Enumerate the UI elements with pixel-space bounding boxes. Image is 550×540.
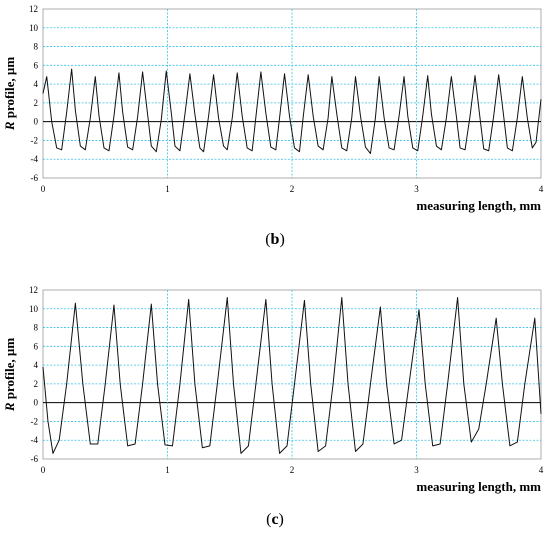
y-tick-label: -4	[31, 154, 39, 164]
x-tick-label: 3	[414, 465, 419, 475]
x-tick-label: 0	[41, 184, 46, 194]
x-axis-label: measuring length, mm	[416, 479, 541, 494]
x-tick-label: 1	[165, 465, 170, 475]
y-tick-label: 8	[34, 323, 39, 333]
y-tick-label: 2	[34, 379, 39, 389]
y-tick-label: 0	[34, 117, 39, 127]
y-axis-label-text: profile, µm	[2, 57, 17, 122]
y-tick-label: 2	[34, 98, 39, 108]
y-tick-label: 6	[34, 60, 39, 70]
y-axis-label: R profile, µm	[2, 338, 17, 413]
r-profile-series-line	[42, 68, 542, 155]
x-tick-label: 2	[290, 184, 295, 194]
x-tick-label: 1	[165, 184, 170, 194]
x-tick-label: 4	[539, 465, 544, 475]
caption-close-paren: )	[279, 231, 284, 248]
y-axis-label-italic: R	[2, 121, 17, 131]
panel-caption: (c)	[266, 511, 284, 528]
y-tick-label: -2	[31, 135, 39, 145]
y-tick-label: 6	[34, 341, 39, 351]
caption-letter: b	[271, 231, 280, 248]
caption-open-paren: (	[266, 511, 271, 528]
caption-letter: c	[271, 511, 278, 528]
r-profile-series-line	[42, 297, 542, 454]
y-axis-label-text: profile, µm	[2, 338, 17, 403]
caption-open-paren: (	[265, 231, 270, 248]
y-tick-label: 12	[29, 4, 38, 14]
y-axis-label-italic: R	[2, 402, 17, 412]
y-tick-label: -4	[31, 435, 39, 445]
panel-caption: (b)	[265, 231, 285, 248]
x-tick-label: 3	[414, 184, 419, 194]
x-tick-label: 4	[539, 184, 544, 194]
y-tick-label: -6	[31, 454, 39, 464]
y-tick-label: -2	[31, 416, 39, 426]
x-tick-label: 0	[41, 465, 46, 475]
caption-close-paren: )	[279, 511, 284, 528]
y-tick-label: 10	[29, 23, 39, 33]
y-tick-label: 4	[34, 360, 39, 370]
y-tick-label: 4	[34, 79, 39, 89]
y-tick-label: 12	[29, 285, 38, 295]
y-tick-label: 0	[34, 398, 39, 408]
y-tick-label: -6	[31, 173, 39, 183]
y-axis-label: R profile, µm	[2, 57, 17, 132]
x-tick-label: 2	[290, 465, 295, 475]
x-axis-label: measuring length, mm	[416, 198, 541, 213]
y-tick-label: 8	[34, 42, 39, 52]
y-tick-label: 10	[29, 304, 39, 314]
